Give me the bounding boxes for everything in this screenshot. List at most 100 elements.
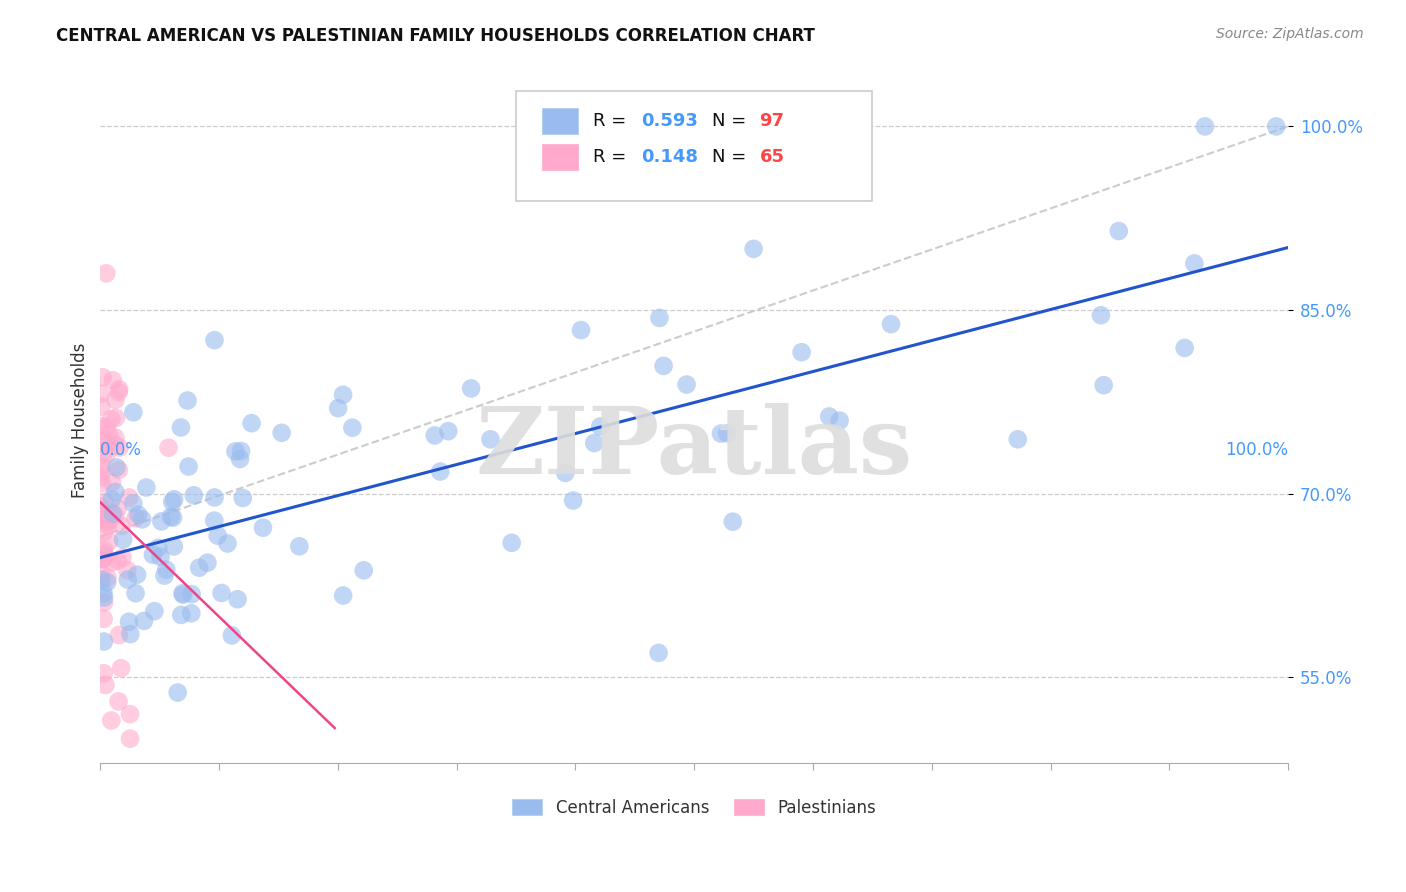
Point xyxy=(180,607,202,621)
Point xyxy=(589,419,612,434)
Point xyxy=(96,420,118,434)
Text: 0.0%: 0.0% xyxy=(100,441,142,458)
Point xyxy=(569,323,592,337)
Text: 0.593: 0.593 xyxy=(641,112,697,130)
Point xyxy=(202,514,225,528)
Point xyxy=(217,536,239,550)
FancyBboxPatch shape xyxy=(543,108,578,134)
Point xyxy=(127,508,149,522)
Point xyxy=(170,607,193,622)
Text: 65: 65 xyxy=(759,148,785,166)
Point xyxy=(162,495,184,509)
Point xyxy=(93,586,115,600)
Point xyxy=(150,515,173,529)
Point xyxy=(104,392,127,407)
Point xyxy=(101,373,124,387)
Point xyxy=(229,452,252,467)
Point xyxy=(197,556,219,570)
Point xyxy=(721,515,744,529)
Point xyxy=(118,491,141,505)
Point xyxy=(93,634,115,648)
Point xyxy=(207,528,229,542)
Point xyxy=(96,266,118,280)
Point xyxy=(96,435,118,450)
Point xyxy=(647,646,669,660)
Point xyxy=(104,508,127,523)
Point xyxy=(652,359,675,373)
Point xyxy=(460,381,482,395)
Point xyxy=(97,514,120,528)
Point xyxy=(118,615,141,629)
Point xyxy=(90,386,112,401)
Point xyxy=(107,694,129,708)
Point xyxy=(97,427,120,442)
Text: Source: ZipAtlas.com: Source: ZipAtlas.com xyxy=(1216,27,1364,41)
Point xyxy=(117,563,139,577)
Point xyxy=(562,493,585,508)
Point xyxy=(127,567,149,582)
Point xyxy=(229,444,252,458)
Point xyxy=(111,519,134,533)
Point xyxy=(180,587,202,601)
Point xyxy=(124,586,146,600)
Point xyxy=(163,540,186,554)
Point xyxy=(91,552,114,566)
Point xyxy=(104,484,127,499)
Point xyxy=(149,549,172,564)
Point xyxy=(157,441,180,455)
Point xyxy=(112,533,135,547)
Point xyxy=(429,465,451,479)
Point xyxy=(108,441,131,455)
Point xyxy=(142,548,165,562)
Point xyxy=(1007,432,1029,446)
Point xyxy=(93,591,115,605)
Point xyxy=(188,560,211,574)
Point xyxy=(221,628,243,642)
Point xyxy=(423,428,446,442)
Point xyxy=(177,459,200,474)
Point xyxy=(143,604,166,618)
Point xyxy=(554,466,576,480)
Point xyxy=(288,539,311,553)
Text: R =: R = xyxy=(593,148,633,166)
Point xyxy=(90,500,112,514)
Text: N =: N = xyxy=(711,148,752,166)
Point xyxy=(104,411,127,425)
Point xyxy=(100,412,122,426)
Point xyxy=(135,481,157,495)
Point xyxy=(93,543,115,558)
Point xyxy=(90,567,112,582)
Point xyxy=(94,495,117,509)
Point xyxy=(211,586,233,600)
Point xyxy=(93,666,115,681)
Text: 97: 97 xyxy=(759,112,785,130)
Point xyxy=(675,377,697,392)
FancyBboxPatch shape xyxy=(516,91,872,201)
Point xyxy=(100,714,122,728)
Point xyxy=(90,419,112,434)
Point xyxy=(104,431,127,445)
Point xyxy=(204,491,226,505)
Point xyxy=(353,563,375,577)
Point xyxy=(122,496,145,510)
Point xyxy=(1108,224,1130,238)
Point xyxy=(162,510,184,524)
Point xyxy=(110,661,132,675)
Point xyxy=(111,550,134,565)
Point xyxy=(172,588,194,602)
Point xyxy=(880,317,903,331)
Point xyxy=(101,475,124,490)
Point xyxy=(96,575,118,590)
Point xyxy=(90,506,112,520)
Point xyxy=(91,550,114,565)
Point xyxy=(93,547,115,561)
Point xyxy=(224,444,246,458)
Point xyxy=(1092,378,1115,392)
Point xyxy=(183,488,205,502)
Point xyxy=(118,731,141,746)
FancyBboxPatch shape xyxy=(543,144,578,170)
Point xyxy=(93,525,115,540)
Point xyxy=(252,521,274,535)
Point xyxy=(240,416,263,430)
Point xyxy=(97,518,120,533)
